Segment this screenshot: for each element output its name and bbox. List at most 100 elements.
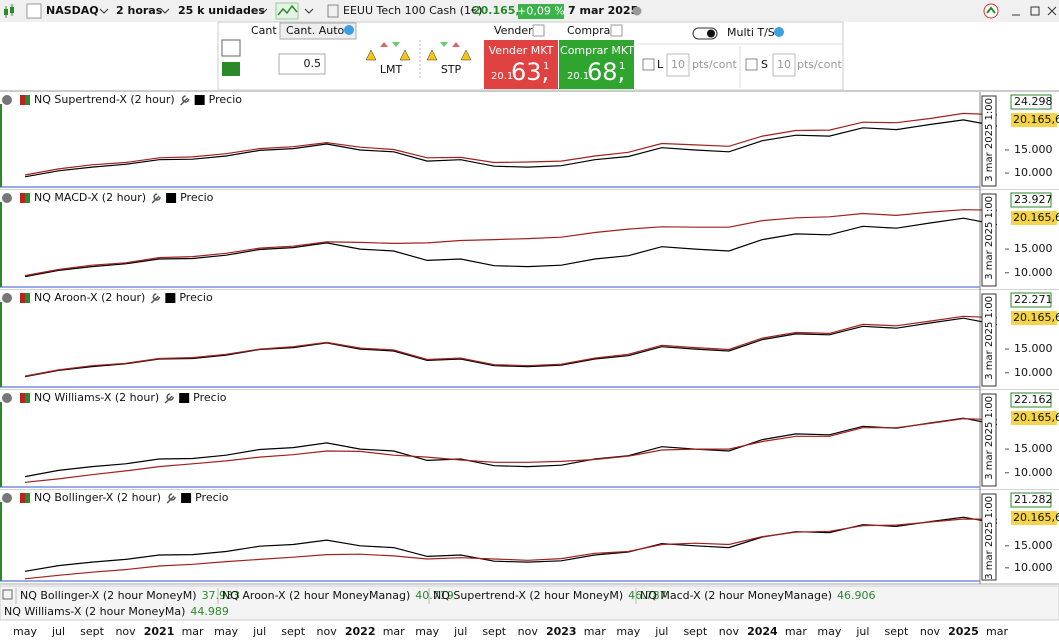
stp: STP bbox=[441, 63, 462, 76]
panel-bg bbox=[0, 290, 1059, 390]
x-tick-label: nov bbox=[317, 625, 338, 638]
indicator-last-box bbox=[1010, 192, 1052, 208]
info-icon[interactable] bbox=[610, 24, 623, 37]
s-pts-unit: pts/cont bbox=[797, 58, 842, 71]
star-button[interactable] bbox=[26, 3, 42, 19]
x-tick-label: 2023 bbox=[546, 625, 577, 638]
info-icon[interactable] bbox=[532, 24, 545, 37]
buy-price-sup: 1 bbox=[619, 61, 625, 72]
close-icon[interactable] bbox=[2, 393, 12, 403]
indicator-last: 22.271 bbox=[1014, 293, 1053, 306]
price-line bbox=[24, 417, 998, 478]
instrument[interactable]: NASDAQ bbox=[46, 4, 99, 17]
indicator-last-box bbox=[1010, 392, 1052, 408]
sell-button[interactable] bbox=[484, 40, 558, 89]
indicator-swatch bbox=[25, 193, 30, 203]
indicator-name: NQ Williams-X (2 hour) bbox=[34, 391, 159, 404]
qty-input[interactable] bbox=[278, 53, 326, 75]
price-name: Precio bbox=[179, 291, 213, 304]
price-swatch bbox=[181, 493, 192, 503]
buy-price-prefix: 20.1 bbox=[567, 71, 589, 82]
timeframe[interactable]: 2 horas bbox=[116, 4, 163, 17]
keyboard-button[interactable] bbox=[222, 62, 240, 76]
chart-panel: 10.000 15.000 NQ MACD-X (2 hour) Precio 23.9… bbox=[0, 190, 1059, 291]
qty-auto-button[interactable] bbox=[279, 22, 357, 40]
info-icon[interactable] bbox=[327, 4, 339, 18]
chart-panel: 10.000 15.000 NQ Supertrend-X (2 hour) Prec… bbox=[0, 92, 1059, 191]
x-tick-label: may bbox=[13, 625, 37, 638]
help-icon[interactable] bbox=[344, 25, 354, 35]
market-price: 20.165,6 bbox=[473, 4, 528, 17]
lmt: LMT bbox=[380, 63, 403, 76]
price-name: Precio bbox=[193, 391, 227, 404]
close-icon[interactable] bbox=[2, 293, 12, 303]
indicator-name: NQ Aroon-X (2 hour) bbox=[34, 291, 145, 304]
change: +0,09 % bbox=[517, 5, 565, 18]
price-swatch bbox=[165, 293, 176, 303]
lmt-icon[interactable] bbox=[365, 42, 411, 61]
x-tick-label: 2021 bbox=[144, 625, 175, 638]
close-icon[interactable] bbox=[2, 193, 12, 203]
strategy-name: NQ Williams-X (2 hour MoneyMa) bbox=[4, 605, 185, 618]
s-checkbox[interactable] bbox=[745, 58, 758, 71]
price-swatch bbox=[194, 95, 205, 105]
size[interactable]: 25 k unidades bbox=[178, 4, 265, 17]
indicator-swatch bbox=[20, 293, 25, 303]
help-icon[interactable] bbox=[774, 27, 784, 37]
sell-button-label: Vender MKT bbox=[489, 44, 554, 57]
x-tick-label: 2024 bbox=[747, 625, 778, 638]
indicator-name: NQ Supertrend-X (2 hour) bbox=[34, 93, 175, 106]
date-box bbox=[981, 293, 997, 387]
dropdown-arrow[interactable] bbox=[304, 8, 314, 14]
price-swatch bbox=[166, 193, 177, 203]
wrench-icon bbox=[166, 493, 176, 504]
close-icon[interactable] bbox=[2, 493, 12, 503]
chart-panel: 10.000 15.000 NQ Williams-X (2 hour) Precio… bbox=[0, 390, 1059, 491]
close-icon[interactable] bbox=[2, 95, 12, 105]
chart-type-icon[interactable] bbox=[275, 2, 299, 20]
x-tick-label: sept bbox=[885, 625, 909, 638]
wrench-icon bbox=[151, 193, 161, 204]
s-input[interactable] bbox=[772, 53, 796, 77]
s-pts: 10 bbox=[777, 58, 791, 71]
x-tick-label: nov bbox=[920, 625, 941, 638]
date-box bbox=[981, 95, 997, 187]
panel-bg bbox=[0, 190, 1059, 290]
sell-label: Vender bbox=[494, 24, 533, 37]
date-label: 3 mar 2025 1:00 bbox=[984, 396, 995, 480]
x-tick-label: sept bbox=[281, 625, 305, 638]
wrench-button[interactable] bbox=[221, 39, 241, 57]
date-box bbox=[981, 193, 997, 287]
x-axis-bg bbox=[0, 622, 1059, 640]
maximize[interactable] bbox=[1030, 6, 1040, 16]
indicator-last-box bbox=[1010, 94, 1052, 110]
indicator-swatch bbox=[20, 493, 25, 503]
indicator-swatch bbox=[20, 393, 25, 403]
l-checkbox[interactable] bbox=[642, 58, 655, 71]
l-input[interactable] bbox=[666, 53, 690, 77]
y-tick-label: 10.000 bbox=[1014, 266, 1053, 279]
stp-icon[interactable] bbox=[426, 42, 472, 61]
date-label: 3 mar 2025 1:00 bbox=[984, 496, 995, 580]
sync-icon[interactable] bbox=[983, 3, 999, 19]
panels: 10.000 15.000 NQ Supertrend-X (2 hour) Prec… bbox=[0, 92, 1059, 585]
buy-price-main: 68, bbox=[587, 58, 625, 86]
buy-button[interactable] bbox=[559, 40, 634, 89]
y-tick-label: 15.000 bbox=[1014, 242, 1053, 255]
dropdown-arrow bbox=[160, 8, 170, 14]
strategy-name: NQ Macd-X (2 hour MoneyManage) bbox=[640, 589, 832, 602]
x-tick-label: mar bbox=[986, 625, 1008, 638]
date-box bbox=[981, 393, 997, 487]
price-last-box bbox=[1011, 411, 1057, 425]
x-tick-label: mar bbox=[785, 625, 807, 638]
l-pts-unit: pts/cont bbox=[692, 58, 737, 71]
date-label: 3 mar 2025 1:00 bbox=[984, 296, 995, 380]
strategy-value: 37.933 bbox=[202, 589, 241, 602]
close[interactable] bbox=[1047, 6, 1057, 16]
strategy-value: 46.787 bbox=[628, 589, 667, 602]
separator bbox=[0, 90, 1059, 92]
x-tick-label: may bbox=[415, 625, 439, 638]
indicator-swatch bbox=[20, 193, 25, 203]
